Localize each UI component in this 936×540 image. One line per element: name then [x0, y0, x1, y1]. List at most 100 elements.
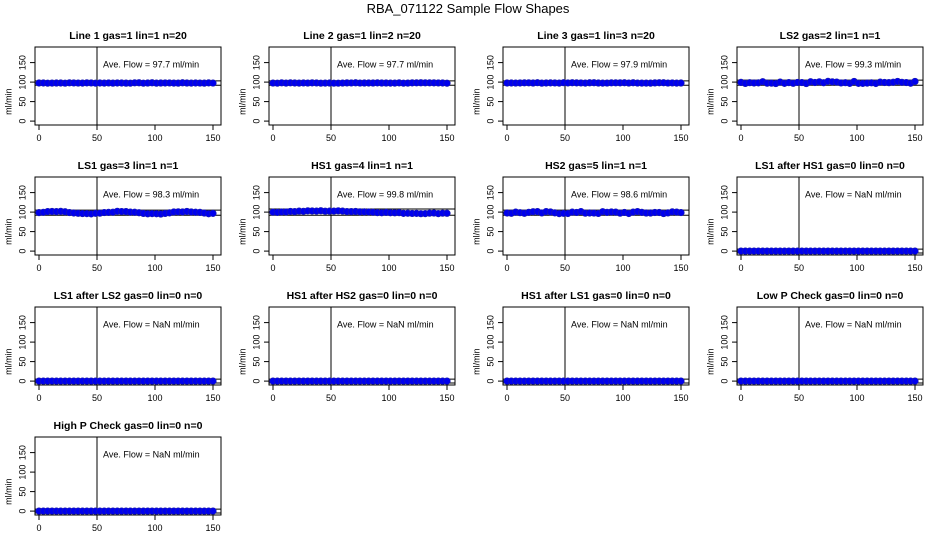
- average-flow-annotation: Ave. Flow = 99.3 ml/min: [805, 60, 901, 70]
- y-tick-label: 0: [719, 249, 729, 254]
- chart-panel: Line 2 gas=1 lin=2 n=20 0 50 100 150 ml/min 0 5…: [237, 30, 456, 143]
- chart-title: Low P Check gas=0 lin=0 n=0: [757, 290, 904, 302]
- plot-frame: [268, 306, 456, 386]
- x-tick-label: 0: [504, 393, 509, 403]
- y-tick-label: 100: [251, 205, 261, 220]
- y-tick-label: 100: [485, 335, 495, 350]
- x-tick-label: 100: [849, 133, 864, 143]
- y-tick-label: 100: [17, 335, 27, 350]
- data-point: [911, 77, 919, 86]
- x-tick-label: 0: [36, 393, 41, 403]
- average-flow-annotation: Ave. Flow = 99.8 ml/min: [337, 190, 433, 200]
- y-axis-label: ml/min: [471, 348, 481, 375]
- y-tick-label: 150: [719, 55, 729, 70]
- x-tick-label: 50: [92, 393, 102, 403]
- y-tick-label: 100: [17, 465, 27, 480]
- x-tick-label: 100: [849, 263, 864, 273]
- y-axis-label: ml/min: [471, 88, 481, 115]
- data-point: [443, 377, 451, 385]
- average-flow-annotation: Ave. Flow = NaN ml/min: [805, 190, 902, 200]
- chart-panel: LS1 after HS1 gas=0 lin=0 n=0 0 50 100 150 ml…: [705, 160, 924, 273]
- x-tick-label: 100: [147, 263, 162, 273]
- x-tick-label: 0: [36, 263, 41, 273]
- average-flow-annotation: Ave. Flow = NaN ml/min: [103, 450, 200, 460]
- y-tick-label: 50: [17, 357, 27, 367]
- plot-frame: [502, 46, 690, 126]
- chart-panel: High P Check gas=0 lin=0 n=0 0 50 100 150 ml/…: [3, 420, 222, 533]
- x-tick-label: 50: [560, 393, 570, 403]
- chart-title: HS1 gas=4 lin=1 n=1: [311, 160, 413, 172]
- page-title: RBA_071122 Sample Flow Shapes: [366, 1, 570, 16]
- y-tick-label: 50: [719, 357, 729, 367]
- y-tick-label: 50: [719, 227, 729, 237]
- chart-panel: HS2 gas=5 lin=1 n=1 0 50 100 150 ml/min 0 50 100…: [471, 160, 690, 273]
- x-tick-label: 50: [794, 393, 804, 403]
- y-tick-label: 0: [719, 379, 729, 384]
- y-axis-label: ml/min: [471, 218, 481, 245]
- x-tick-label: 0: [36, 133, 41, 143]
- chart-panel: LS1 after LS2 gas=0 lin=0 n=0 0 50 100 150 ml…: [3, 290, 222, 403]
- chart-title: Line 1 gas=1 lin=1 n=20: [69, 30, 187, 42]
- y-tick-label: 0: [251, 379, 261, 384]
- y-axis-label: ml/min: [3, 88, 13, 115]
- x-tick-label: 50: [92, 263, 102, 273]
- x-tick-label: 100: [381, 133, 396, 143]
- x-tick-label: 150: [673, 393, 688, 403]
- x-tick-label: 100: [615, 393, 630, 403]
- chart-title: HS1 after LS1 gas=0 lin=0 n=0: [521, 290, 671, 302]
- x-tick-label: 0: [270, 263, 275, 273]
- y-tick-label: 50: [17, 227, 27, 237]
- x-tick-label: 150: [673, 133, 688, 143]
- x-tick-label: 0: [738, 263, 743, 273]
- x-tick-label: 50: [326, 263, 336, 273]
- y-tick-label: 50: [17, 487, 27, 497]
- y-axis-label: ml/min: [705, 218, 715, 245]
- y-axis-label: ml/min: [705, 88, 715, 115]
- y-tick-label: 50: [251, 357, 261, 367]
- plot-frame: [502, 176, 690, 256]
- data-point: [209, 507, 217, 515]
- y-tick-label: 50: [485, 97, 495, 107]
- chart-title: LS1 after HS1 gas=0 lin=0 n=0: [755, 160, 905, 172]
- x-tick-label: 150: [205, 523, 220, 533]
- chart-panel: Low P Check gas=0 lin=0 n=0 0 50 100 150 ml/m…: [705, 290, 924, 403]
- plot-frame: [736, 176, 924, 256]
- x-tick-label: 50: [560, 133, 570, 143]
- plot-frame: [736, 46, 924, 126]
- x-tick-label: 50: [92, 133, 102, 143]
- x-tick-label: 150: [907, 393, 922, 403]
- plot-frame: [736, 306, 924, 386]
- average-flow-annotation: Ave. Flow = NaN ml/min: [571, 320, 668, 330]
- y-tick-label: 0: [17, 249, 27, 254]
- y-tick-label: 0: [485, 379, 495, 384]
- average-flow-annotation: Ave. Flow = 97.7 ml/min: [337, 60, 433, 70]
- x-tick-label: 150: [205, 133, 220, 143]
- x-tick-label: 0: [738, 393, 743, 403]
- y-tick-label: 50: [251, 97, 261, 107]
- x-tick-label: 150: [673, 263, 688, 273]
- y-tick-label: 100: [719, 75, 729, 90]
- data-point: [443, 209, 451, 217]
- y-tick-label: 50: [17, 97, 27, 107]
- data-point: [209, 79, 217, 87]
- plot-frame: [34, 436, 222, 516]
- y-tick-label: 50: [485, 227, 495, 237]
- y-tick-label: 0: [251, 249, 261, 254]
- y-tick-label: 100: [719, 335, 729, 350]
- y-tick-label: 150: [719, 185, 729, 200]
- average-flow-annotation: Ave. Flow = 97.7 ml/min: [103, 60, 199, 70]
- chart-title: LS2 gas=2 lin=1 n=1: [780, 30, 881, 42]
- average-flow-annotation: Ave. Flow = 98.6 ml/min: [571, 190, 667, 200]
- x-tick-label: 50: [92, 523, 102, 533]
- chart-panel: LS2 gas=2 lin=1 n=1 0 50 100 150 ml/min 0 50 100…: [705, 30, 924, 143]
- chart-title: LS1 gas=3 lin=1 n=1: [78, 160, 179, 172]
- chart-title: Line 3 gas=1 lin=3 n=20: [537, 30, 655, 42]
- y-tick-label: 150: [251, 55, 261, 70]
- x-tick-label: 100: [615, 133, 630, 143]
- x-tick-label: 100: [615, 263, 630, 273]
- y-tick-label: 150: [485, 315, 495, 330]
- x-tick-label: 0: [36, 523, 41, 533]
- x-tick-label: 100: [147, 393, 162, 403]
- plot-frame: [34, 46, 222, 126]
